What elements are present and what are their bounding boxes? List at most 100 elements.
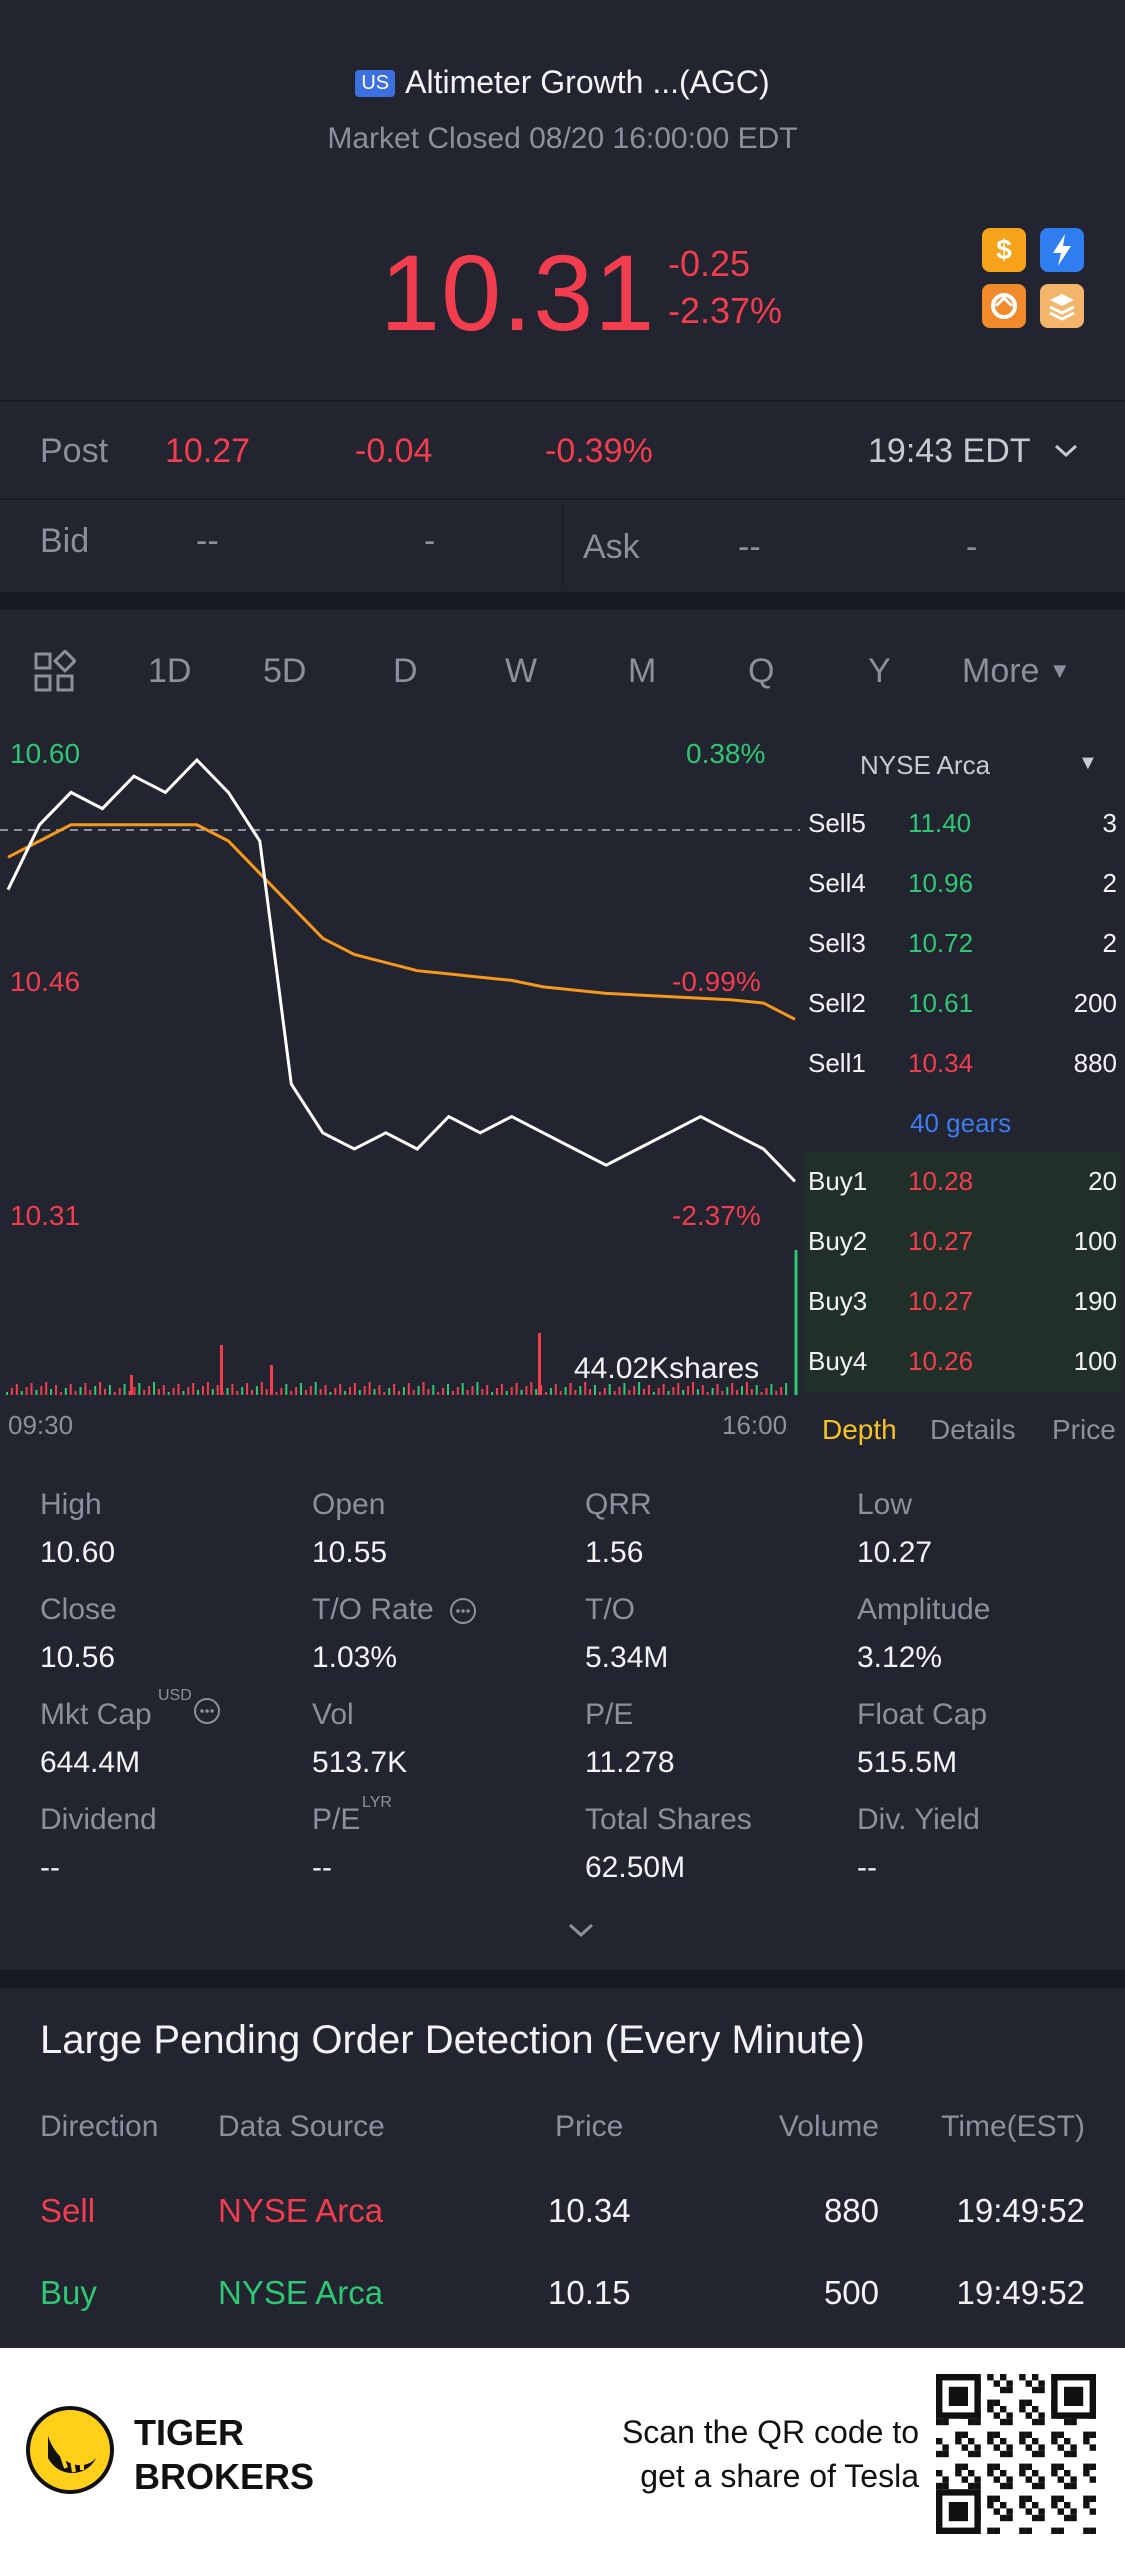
volume-bar (133, 1387, 136, 1395)
tab-5d[interactable]: 5D (263, 652, 307, 690)
volume-bar (496, 1388, 498, 1395)
volume-bar (138, 1383, 141, 1395)
volume-bar (10, 1388, 13, 1395)
stock-title-row[interactable]: US Altimeter Growth ...(AGC) (0, 64, 1125, 101)
volume-bar (108, 1385, 111, 1395)
lyr-superscript: LYR (362, 1794, 392, 1811)
volume-bar (211, 1389, 214, 1395)
volume-bar (275, 1392, 278, 1395)
tab-w[interactable]: W (505, 652, 538, 690)
bid-level-2: Buy2 10.27 100 (808, 1226, 1117, 1256)
lightning-icon[interactable] (1040, 228, 1084, 272)
volume-bar (128, 1391, 131, 1395)
volume-bar (20, 1391, 23, 1395)
stat-label: T/O Rate (312, 1593, 434, 1626)
bid-size: - (424, 522, 436, 560)
caret-down-icon[interactable]: ▼ (1078, 752, 1098, 774)
volume-bar (339, 1384, 342, 1395)
post-market-row[interactable]: Post 10.27 -0.04 -0.39% 19:43 EDT (0, 402, 1125, 498)
volume-bar (667, 1391, 670, 1395)
volume-bar (741, 1386, 743, 1395)
volume-bar (64, 1388, 67, 1395)
stat-value: 3.12% (857, 1641, 943, 1674)
stat-label: Dividend (40, 1803, 157, 1836)
volume-bar (515, 1383, 518, 1395)
volume-bar (388, 1388, 391, 1395)
tab-y[interactable]: Y (868, 652, 891, 690)
more-label: More (962, 652, 1040, 690)
volume-bar (280, 1388, 283, 1395)
tab-details[interactable]: Details (930, 1414, 1016, 1445)
market-badge: US (355, 70, 396, 97)
volume-bar (628, 1390, 631, 1395)
table-row: Sell NYSE Arca 10.34 880 19:49:52 (40, 2192, 1085, 2229)
volume-bar (755, 1385, 758, 1395)
volume-bar (535, 1389, 538, 1395)
volume-bar (329, 1392, 332, 1395)
volume-bar (162, 1385, 165, 1395)
time-start: 09:30 (8, 1410, 74, 1440)
volume-bar (574, 1390, 577, 1395)
stat-value: 62.50M (585, 1851, 686, 1884)
info-icon[interactable] (448, 1596, 478, 1626)
volume-bar (363, 1386, 366, 1395)
volume-bar (74, 1391, 77, 1395)
volume-bar (353, 1383, 356, 1395)
volume-bar (716, 1384, 719, 1395)
tab-more[interactable]: More ▼ (962, 652, 1071, 691)
grid-icon[interactable] (32, 650, 76, 694)
volume-bar (226, 1388, 229, 1395)
expand-chevron-icon[interactable] (566, 1920, 596, 1940)
volume-bar (304, 1390, 307, 1395)
volume-bar (520, 1390, 523, 1395)
volume-bar (559, 1391, 562, 1395)
stats-grid: High 10.60 Open 10.55 QRR 1.56 Low 10.27… (0, 1460, 1125, 1970)
volume-bar (378, 1385, 381, 1395)
post-change-pct: -0.39% (545, 432, 653, 470)
dollar-icon[interactable]: $ (982, 228, 1026, 272)
tab-q[interactable]: Q (748, 652, 775, 690)
gears-link[interactable]: 40 gears (910, 1108, 1012, 1138)
tab-m[interactable]: M (628, 652, 657, 690)
volume-bar (706, 1392, 709, 1395)
volume-bar (398, 1391, 400, 1395)
promo-line2: get a share of Tesla (640, 2458, 919, 2494)
volume-bar (780, 1387, 783, 1395)
bid-level-3: Buy3 10.27 190 (808, 1286, 1117, 1316)
stat-label: Vol (312, 1698, 354, 1731)
volume-bar (456, 1387, 459, 1395)
volume-bar (192, 1383, 195, 1395)
volume-bar (589, 1389, 592, 1395)
volume-bar (491, 1392, 494, 1395)
tab-price[interactable]: Price (1052, 1414, 1116, 1445)
price-line (6, 757, 797, 1183)
bid-ask-row: Bid -- - Ask -- - (0, 500, 1125, 592)
brand-line1: TIGER (134, 2412, 245, 2453)
volume-bar (15, 1384, 18, 1395)
stat-value: 1.56 (585, 1536, 644, 1569)
volume-bar (265, 1389, 268, 1395)
bid-level-4: Buy4 10.26 100 (808, 1346, 1117, 1376)
ask-level-4: Sell4 10.96 2 (808, 868, 1117, 898)
post-change: -0.04 (355, 432, 433, 470)
col-time: Time(EST) (941, 2110, 1085, 2143)
tab-1d[interactable]: 1D (148, 652, 192, 690)
chart-low-label: 10.31 (10, 1200, 81, 1231)
exchange-selector[interactable]: NYSE Arca (860, 750, 991, 780)
swap-icon[interactable] (982, 284, 1026, 328)
volume-bar (687, 1386, 690, 1395)
intraday-chart[interactable]: 10.60 0.38% 10.46 -0.99% 10.31 -2.37% 44… (0, 730, 800, 1440)
bid-price: -- (196, 522, 219, 560)
tab-d[interactable]: D (393, 652, 418, 690)
volume-bar (383, 1392, 386, 1395)
volume-bar (613, 1391, 616, 1395)
volume-bar (692, 1382, 694, 1395)
volume-bar (672, 1387, 675, 1395)
layers-icon[interactable] (1040, 284, 1084, 328)
tab-depth[interactable]: Depth (822, 1414, 897, 1445)
volume-bar (241, 1387, 244, 1395)
volume-bar (427, 1389, 430, 1395)
info-icon[interactable] (192, 1696, 222, 1726)
chevron-down-icon[interactable] (1053, 442, 1079, 460)
stat-label: Float Cap (857, 1698, 988, 1731)
